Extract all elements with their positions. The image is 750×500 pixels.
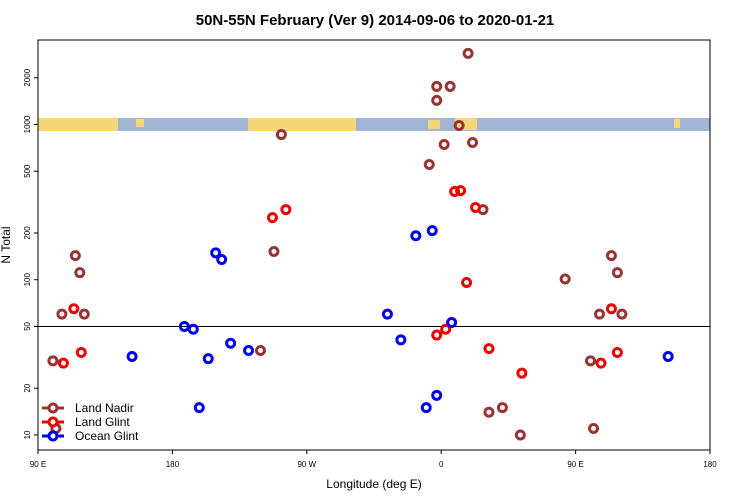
point xyxy=(426,225,438,237)
point xyxy=(611,267,623,279)
point xyxy=(216,253,228,265)
y-tick-label: 500 xyxy=(23,164,32,178)
x-tick-label: 0 xyxy=(439,460,444,469)
point xyxy=(75,346,87,358)
y-tick-label: 100 xyxy=(23,272,32,286)
point xyxy=(453,119,465,131)
point xyxy=(455,185,467,197)
legend-label: Land Nadir xyxy=(75,401,134,415)
legend-label: Ocean Glint xyxy=(75,429,139,443)
point xyxy=(178,320,190,332)
y-tick-label: 1000 xyxy=(23,115,32,133)
y-tick-label: 10 xyxy=(23,430,32,439)
point xyxy=(193,402,205,414)
x-tick-label: 180 xyxy=(166,460,180,469)
point xyxy=(68,303,80,315)
point xyxy=(69,250,81,262)
y-tick-label: 200 xyxy=(23,226,32,240)
legend-label: Land Glint xyxy=(75,415,130,429)
point xyxy=(431,80,443,92)
point xyxy=(420,402,432,414)
point xyxy=(431,329,443,341)
point xyxy=(444,80,456,92)
point xyxy=(225,337,237,349)
point xyxy=(440,323,452,335)
point xyxy=(395,334,407,346)
point xyxy=(268,245,280,257)
point xyxy=(431,94,443,106)
point xyxy=(516,367,528,379)
point xyxy=(280,204,292,216)
point xyxy=(662,351,674,363)
y-tick-label: 50 xyxy=(23,321,32,330)
point xyxy=(126,351,138,363)
point xyxy=(483,406,495,418)
point xyxy=(585,355,597,367)
x-tick-label: 180 xyxy=(703,460,717,469)
y-axis-label: N Total xyxy=(0,226,13,263)
plot-frame xyxy=(37,39,711,451)
point xyxy=(255,344,267,356)
point xyxy=(57,357,69,369)
point xyxy=(202,353,214,365)
point xyxy=(210,247,222,259)
legend-marker xyxy=(47,402,59,414)
point xyxy=(595,357,607,369)
point xyxy=(410,230,422,242)
point xyxy=(496,402,508,414)
point xyxy=(446,317,458,329)
point xyxy=(514,429,526,441)
point xyxy=(78,308,90,320)
point xyxy=(423,159,435,171)
point xyxy=(616,308,628,320)
point xyxy=(47,355,59,367)
point xyxy=(588,423,600,435)
point xyxy=(483,343,495,355)
point xyxy=(74,267,86,279)
x-tick-label: 90 W xyxy=(297,460,316,469)
point xyxy=(559,273,571,285)
point xyxy=(467,137,479,149)
y-tick-label: 20 xyxy=(23,383,32,392)
point xyxy=(462,47,474,59)
chart-title: 50N-55N February (Ver 9) 2014-09-06 to 2… xyxy=(196,12,555,29)
point xyxy=(431,389,443,401)
point xyxy=(381,308,393,320)
x-tick-label: 90 E xyxy=(30,460,46,469)
point xyxy=(611,346,623,358)
point xyxy=(266,212,278,224)
legend-marker xyxy=(47,416,59,428)
legend-marker xyxy=(47,430,59,442)
point xyxy=(605,250,617,262)
x-tick-label: 90 E xyxy=(567,460,583,469)
point xyxy=(187,323,199,335)
point xyxy=(593,308,605,320)
point xyxy=(449,185,461,197)
map-strip xyxy=(38,118,710,131)
point xyxy=(470,201,482,213)
y-tick-label: 2000 xyxy=(23,68,32,86)
point xyxy=(461,276,473,288)
point xyxy=(56,308,68,320)
point xyxy=(605,303,617,315)
point xyxy=(243,344,255,356)
point xyxy=(438,138,450,150)
point xyxy=(275,129,287,141)
x-axis-label: Longitude (deg E) xyxy=(326,477,421,491)
